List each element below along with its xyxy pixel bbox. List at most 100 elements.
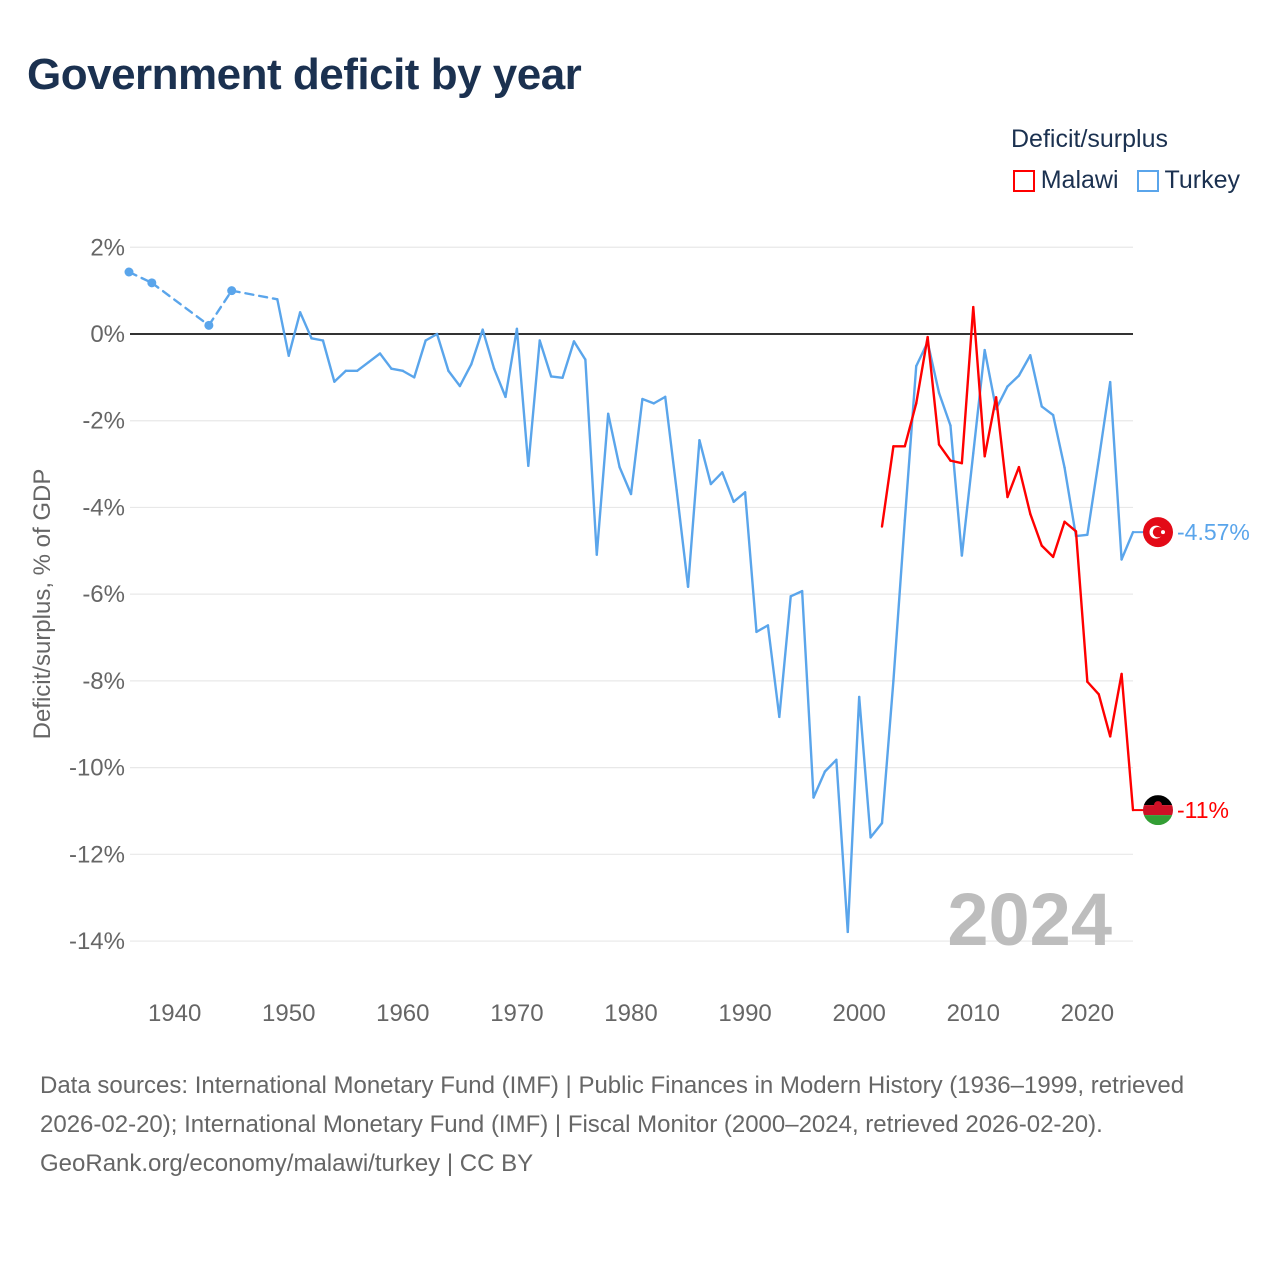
malawi-line-segment (926, 335, 941, 446)
legend-title: Deficit/surplus (1011, 125, 1168, 153)
turkey-line-segment (972, 348, 986, 455)
turkey-line-segment (515, 327, 530, 468)
turkey-line-segment (561, 340, 576, 379)
turkey-line-segment (800, 589, 815, 799)
turkey-line-segment (652, 395, 667, 405)
malawi-line-segment (1108, 672, 1123, 738)
turkey-line-segment (778, 595, 792, 719)
turkey-line-segment (629, 397, 644, 496)
turkey-line-segment (606, 412, 621, 469)
turkey-data-point[interactable] (124, 267, 134, 277)
turkey-line-segment (857, 695, 872, 839)
turkey-end-value-label: -4.57% (1177, 519, 1250, 545)
turkey-line-segment (1017, 354, 1032, 377)
legend-item-turkey[interactable]: Turkey (1136, 166, 1240, 195)
turkey-line-segment (732, 491, 747, 504)
turkey-line-segment (1120, 530, 1135, 561)
turkey-line-segment (1074, 533, 1089, 538)
turkey-data-point[interactable] (204, 320, 214, 330)
turkey-line-segment (743, 491, 758, 634)
credit-link[interactable]: GeoRank.org/economy/malawi/turkey | CC B… (40, 1150, 534, 1177)
malawi-line-segment (1051, 520, 1066, 559)
malawi-line-segment (1086, 680, 1100, 696)
turkey-line-segment (869, 821, 884, 839)
turkey-line-segment (1029, 354, 1043, 408)
turkey-line-segment (413, 339, 427, 379)
turkey-line-segment (835, 758, 849, 934)
y-tick-label: -6% (82, 581, 125, 608)
turkey-line-segment (595, 412, 610, 556)
legend-item-malawi[interactable]: Malawi (1012, 166, 1119, 195)
x-tick-label: 2010 (947, 1000, 1000, 1027)
turkey-line-segment (789, 589, 804, 598)
malawi-line-segment (960, 305, 975, 465)
turkey-line-segment (823, 758, 838, 773)
turkey-line-segment (698, 439, 713, 486)
turkey-line-segment (538, 339, 553, 378)
turkey-line-segment (1108, 380, 1123, 561)
y-tick-label: -12% (69, 841, 125, 868)
turkey-line-segment (755, 624, 770, 634)
turkey-flag-icon (1143, 517, 1173, 548)
malawi-line-segment (937, 443, 952, 462)
turkey-line-segment (504, 327, 519, 399)
turkey-line-segment (435, 332, 450, 373)
turkey-data-point[interactable] (147, 278, 157, 288)
malawi-line-segment (915, 335, 929, 405)
x-tick-label: 1960 (376, 1000, 429, 1027)
turkey-line-segment (1097, 380, 1112, 461)
turkey-line-segment (709, 471, 724, 486)
legend-swatch-turkey (1136, 169, 1159, 192)
turkey-line-segment (572, 340, 587, 361)
legend-label-turkey: Turkey (1164, 166, 1240, 194)
turkey-line-segment (333, 369, 347, 383)
turkey-line-segment (378, 352, 393, 370)
y-tick-label: -14% (69, 928, 125, 955)
turkey-line-segment (1006, 374, 1021, 388)
turkey-line-segment (960, 452, 975, 557)
turkey-line-segment (880, 679, 895, 825)
data-sources: Data sources: International Monetary Fun… (40, 1072, 1185, 1138)
turkey-line-segment (447, 369, 462, 388)
turkey-line-segment (584, 358, 598, 556)
turkey-data-point[interactable] (227, 286, 237, 296)
malawi-line-segment (880, 445, 895, 528)
y-tick-label: -2% (82, 408, 125, 435)
turkey-line-segment (150, 281, 211, 327)
malawi-line-segment (1120, 672, 1135, 812)
turkey-line-segment (892, 519, 907, 683)
y-tick-label: -8% (82, 668, 125, 695)
x-tick-label: 1940 (148, 1000, 201, 1027)
legend-label-malawi: Malawi (1040, 166, 1119, 194)
turkey-line-segment (287, 311, 302, 357)
turkey-line-segment (1051, 413, 1066, 469)
x-tick-label: 2000 (832, 1000, 885, 1027)
malawi-line-segment (972, 305, 986, 458)
malawi-line-segment (1017, 465, 1032, 516)
turkey-line-segment (937, 391, 952, 427)
legend: Malawi Turkey (1012, 166, 1240, 195)
turkey-line-segment (983, 348, 998, 411)
turkey-line-segment (321, 339, 336, 383)
malawi-line-segment (1097, 693, 1112, 738)
turkey-line-segment (1086, 458, 1100, 536)
x-tick-label: 1970 (490, 1000, 543, 1027)
turkey-line-segment (949, 424, 964, 557)
x-tick-label: 1950 (262, 1000, 315, 1027)
turkey-line-segment (424, 332, 439, 342)
turkey-line-segment (492, 367, 507, 399)
turkey-line-segment (641, 397, 656, 405)
turkey-line-segment (458, 363, 473, 388)
turkey-line-segment (207, 289, 233, 327)
turkey-line-segment (390, 367, 405, 373)
turkey-line-segment (721, 471, 735, 504)
turkey-line-segment (276, 298, 290, 357)
turkey-line-segment (618, 465, 633, 496)
malawi-line-segment (1063, 520, 1078, 533)
turkey-line-segment (481, 328, 496, 370)
y-tick-label: -4% (82, 494, 125, 521)
x-tick-label: 1990 (718, 1000, 771, 1027)
x-tick-label: 2020 (1061, 1000, 1114, 1027)
malawi-line-segment (1074, 530, 1089, 683)
